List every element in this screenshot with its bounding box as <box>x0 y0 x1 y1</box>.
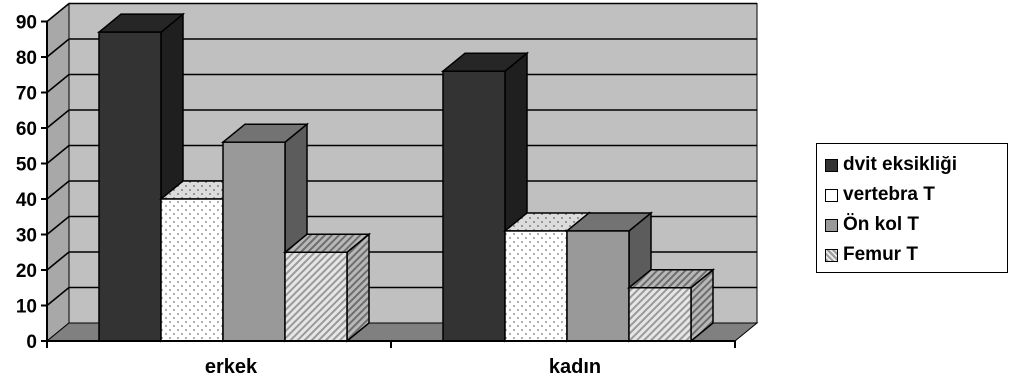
bar-femur-t-erkek <box>282 232 372 343</box>
gridline <box>46 2 757 23</box>
y-axis-ticks: 0 10 20 30 40 50 60 70 80 90 <box>16 13 47 353</box>
legend-swatch <box>825 248 838 262</box>
bar-front <box>442 70 506 342</box>
legend-item: vertebra T <box>825 180 1007 210</box>
legend-label: vertebra T <box>843 184 935 205</box>
x-category-label: erkek <box>205 356 258 378</box>
y-tick-label: 90 <box>16 13 37 34</box>
y-tick-label: 0 <box>26 332 37 353</box>
legend-swatch <box>825 158 838 172</box>
axes <box>46 21 736 348</box>
y-tick-label: 80 <box>16 48 37 69</box>
gridline <box>46 38 757 58</box>
x-axis-categories: erkek kadın <box>205 356 601 378</box>
bar-front <box>160 198 224 342</box>
legend-label: Ön kol T <box>843 214 919 235</box>
y-tick-label: 40 <box>16 190 37 211</box>
x-category-label: kadın <box>549 356 601 378</box>
bar-front <box>98 31 162 342</box>
legend: dvit eksikliği vertebra T Ön kol T Femur T <box>816 143 1008 273</box>
y-tick-label: 20 <box>16 261 37 282</box>
y-tick-label: 50 <box>16 155 37 176</box>
bars <box>96 12 716 343</box>
legend-swatch <box>825 188 838 202</box>
y-tick-label: 70 <box>16 84 37 105</box>
legend-item: dvit eksikliği <box>825 150 1007 180</box>
y-tick-label: 30 <box>16 226 37 247</box>
bar-front <box>566 230 630 342</box>
legend-item: Femur T <box>825 240 1007 270</box>
bar-front <box>284 251 348 342</box>
bar-front <box>504 230 568 342</box>
legend-label: dvit eksikliği <box>843 154 958 175</box>
legend-item: Ön kol T <box>825 210 1007 240</box>
legend-label: Femur T <box>843 244 918 265</box>
y-tick-label: 60 <box>16 119 37 140</box>
bar-front <box>628 287 692 342</box>
bar-ön-kol-t-kadın <box>564 211 654 343</box>
bar-femur-t-kadın <box>626 268 716 343</box>
bar-front <box>222 141 286 342</box>
y-tick-label: 10 <box>16 297 37 318</box>
legend-swatch <box>825 218 838 232</box>
